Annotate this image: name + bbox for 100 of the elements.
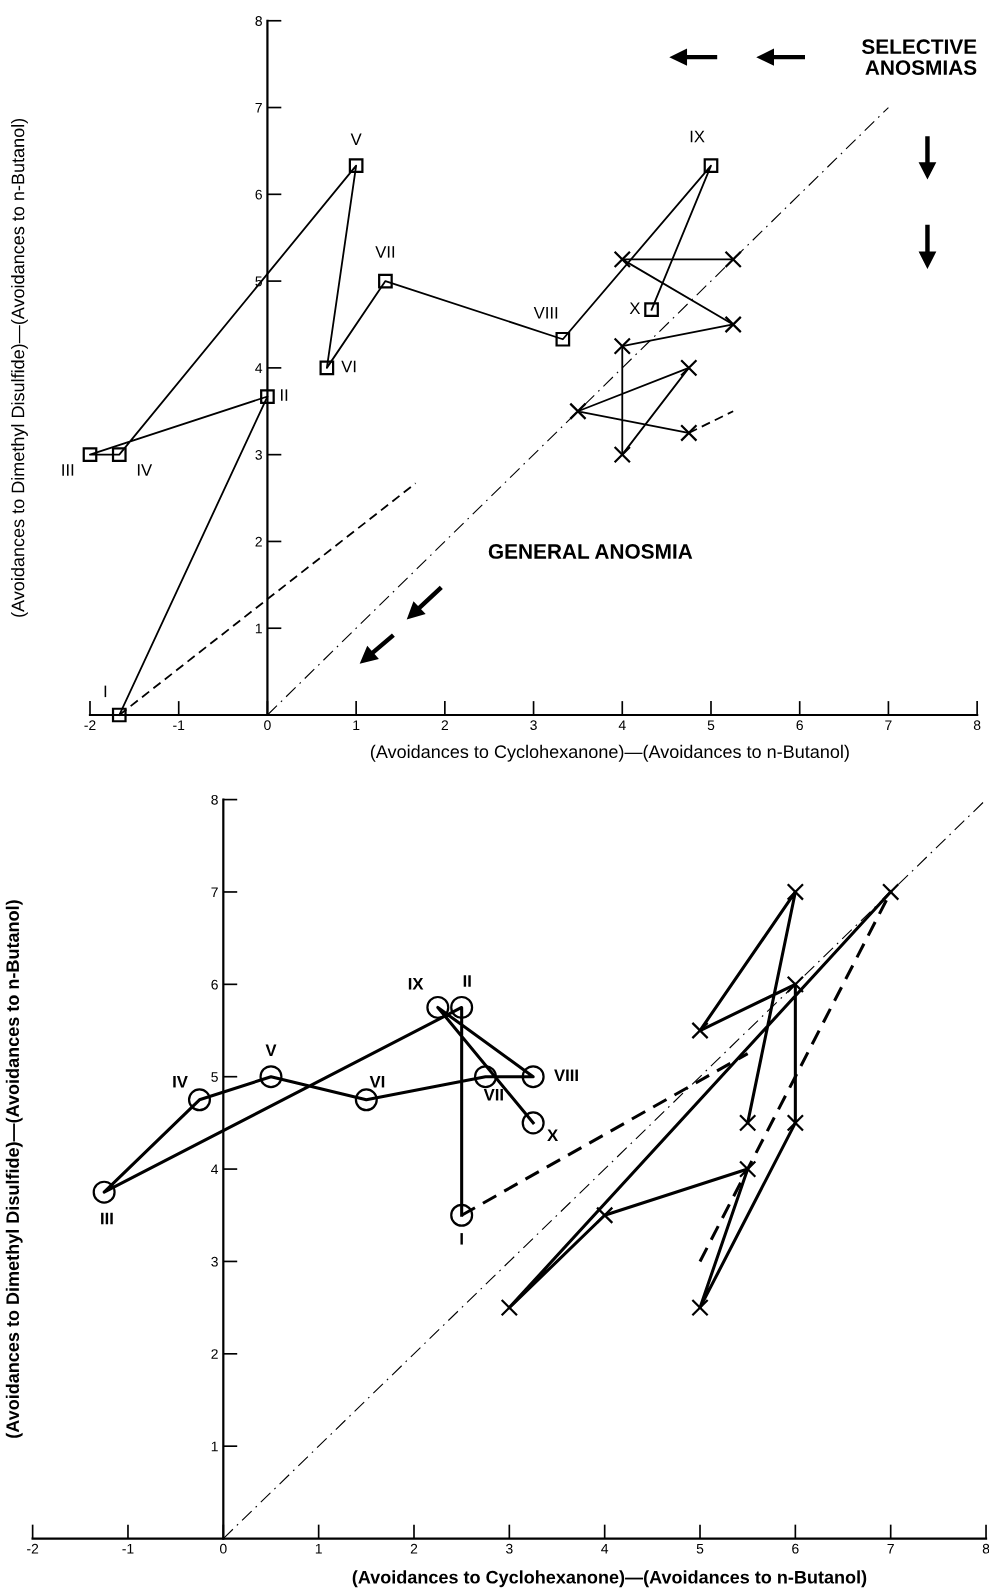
point <box>613 445 632 464</box>
point <box>691 1298 709 1317</box>
point <box>738 1160 757 1178</box>
x-tick-label: 1 <box>353 720 360 730</box>
annotation: IV <box>137 464 153 476</box>
annotation: SELECTIVE ANOSMIAS <box>861 39 977 75</box>
annotation: VIII <box>533 307 558 319</box>
point <box>724 315 742 334</box>
x-tick-label: 1 <box>315 1543 322 1554</box>
x-tick-label: -1 <box>122 1543 134 1554</box>
x-tick-label: 7 <box>885 720 892 730</box>
point <box>613 337 632 355</box>
annotation: VI <box>341 360 356 373</box>
point <box>680 424 698 442</box>
annotation: I <box>460 1233 463 1245</box>
point <box>378 273 393 289</box>
point <box>786 1114 805 1132</box>
y-tick-label: 4 <box>211 1164 219 1175</box>
x-tick-label: 2 <box>441 720 449 730</box>
annotation: IV <box>173 1075 188 1088</box>
point <box>260 389 275 404</box>
x-tick-label: 8 <box>973 720 981 731</box>
annotation: III <box>101 1212 113 1225</box>
point <box>786 975 805 994</box>
point <box>426 995 450 1019</box>
annotation: X <box>547 1129 559 1142</box>
annotation: IX <box>690 130 705 143</box>
y-tick-label: 1 <box>211 1441 218 1452</box>
annotation: II <box>281 389 288 401</box>
point <box>92 1180 116 1204</box>
point <box>473 1065 498 1089</box>
y-tick-label: 6 <box>255 189 262 200</box>
point <box>595 1206 614 1224</box>
annotation: VII <box>375 246 395 258</box>
annotation: III <box>62 464 74 476</box>
point <box>691 1021 709 1040</box>
point <box>569 402 587 421</box>
annotation: I <box>104 685 107 698</box>
annotation: VI <box>369 1075 385 1088</box>
annotation: VII <box>483 1088 503 1101</box>
annotation: VIII <box>554 1069 578 1082</box>
x-tick-label: 0 <box>220 1543 227 1554</box>
point <box>259 1065 283 1089</box>
y-tick-label: 8 <box>255 16 262 26</box>
x-tick-label: 4 <box>601 1543 609 1554</box>
point <box>450 1203 474 1227</box>
x-tick-label: 0 <box>264 720 271 731</box>
point <box>786 883 805 901</box>
annotation: X <box>629 302 641 315</box>
y-tick-label: 6 <box>211 979 218 990</box>
point <box>521 1065 545 1089</box>
annotation: II <box>463 975 471 987</box>
annotation: V <box>350 133 362 145</box>
x-tick-label: 5 <box>696 1543 704 1554</box>
x-tick-label: -1 <box>173 720 185 730</box>
y-tick-label: 3 <box>255 449 262 460</box>
y-axis-title: (Avoidances to Dimethyl Disulfide)—(Avoidances to n-Butanol) <box>11 118 28 617</box>
x-tick-label: 2 <box>410 1543 418 1554</box>
y-tick-label: 3 <box>211 1256 218 1267</box>
x-axis-title: (Avoidances to Cyclohexanone)—(Avoidances to n-Butanol) <box>352 1570 867 1588</box>
y-tick-label: 8 <box>211 794 218 805</box>
x-tick-label: 3 <box>530 720 537 731</box>
x-tick-label: 5 <box>707 720 715 731</box>
point <box>187 1088 212 1112</box>
x-tick-label: 6 <box>796 720 803 731</box>
y-tick-label: 4 <box>255 363 263 373</box>
point <box>521 1111 545 1135</box>
x-tick-label: 4 <box>618 720 626 730</box>
point <box>111 447 127 463</box>
point <box>613 250 632 269</box>
x-tick-label: 8 <box>982 1543 989 1554</box>
y-tick-label: 5 <box>211 1072 218 1082</box>
point <box>738 1114 757 1132</box>
y-axis-title: (Avoidances to Dimethyl Disulfide)—(Avoidances to n-Butanol) <box>5 900 23 1438</box>
point <box>354 1088 378 1112</box>
annotation: IX <box>408 978 424 990</box>
point <box>555 331 571 347</box>
y-tick-label: 7 <box>211 887 218 897</box>
point <box>82 447 98 463</box>
point <box>319 360 335 376</box>
point <box>703 158 719 174</box>
x-tick-label: 6 <box>792 1543 799 1554</box>
y-tick-label: 2 <box>255 536 262 547</box>
y-tick-label: 7 <box>255 103 262 113</box>
x-tick-label: 3 <box>506 1543 513 1554</box>
x-tick-label: -2 <box>84 720 96 730</box>
y-tick-label: 1 <box>255 623 262 634</box>
annotation: GENERAL ANOSMIA <box>488 544 693 559</box>
x-axis-title: (Avoidances to Cyclohexanone)—(Avoidances to n-Butanol) <box>370 744 849 762</box>
point <box>724 250 742 269</box>
point <box>111 707 127 723</box>
point <box>450 995 474 1019</box>
point <box>680 359 698 377</box>
y-tick-label: 2 <box>211 1349 218 1359</box>
point <box>348 158 364 174</box>
x-tick-label: 7 <box>887 1543 894 1554</box>
point <box>500 1298 519 1317</box>
annotation: V <box>265 1044 277 1057</box>
point <box>881 883 900 901</box>
x-tick-label: -2 <box>27 1543 39 1554</box>
